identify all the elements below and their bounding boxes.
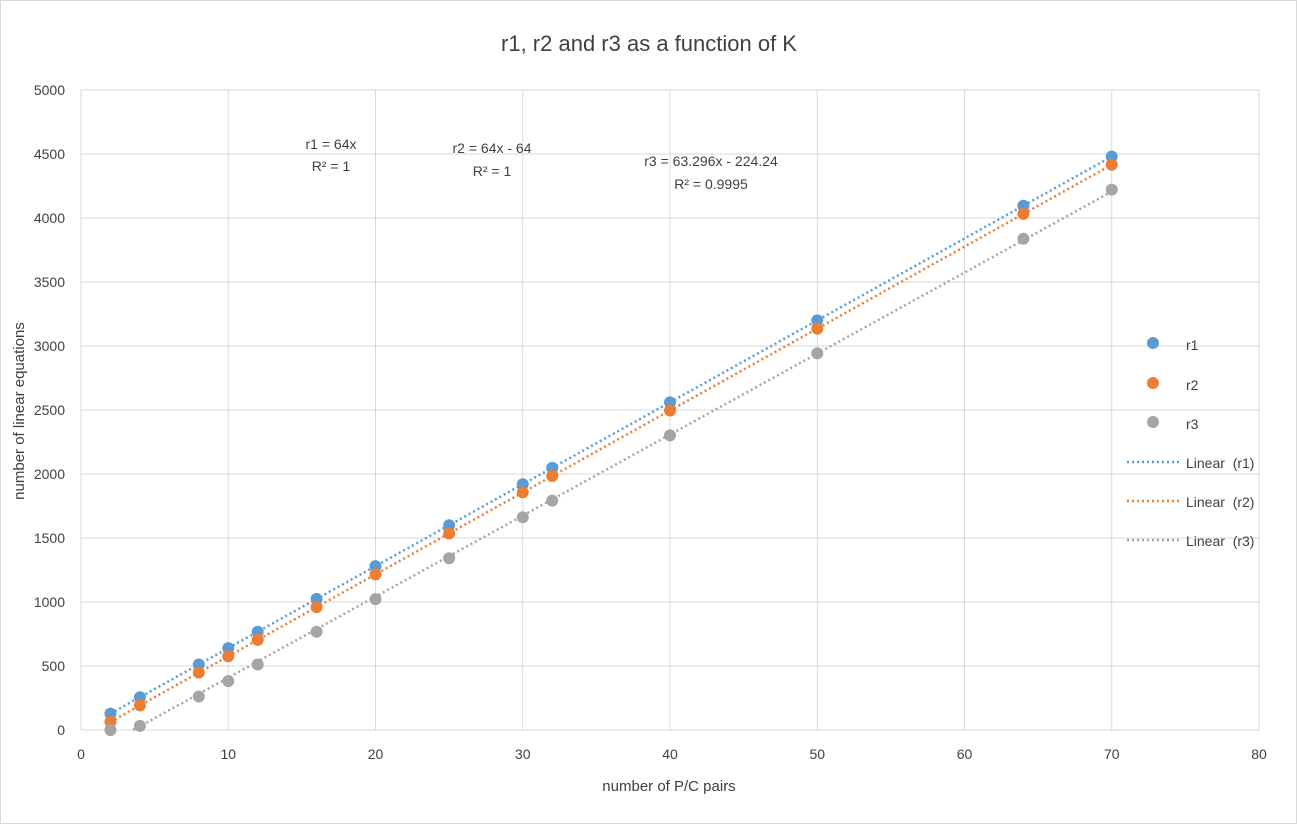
point-r2 [369,568,382,581]
point-r2 [443,527,456,540]
point-r2 [1105,158,1118,171]
trendline-label-r3: r3 = 63.296x - 224.24 R² = 0.9995 [644,153,778,192]
point-r3 [133,719,146,732]
point-r3 [251,658,264,671]
x-axis-title: number of P/C pairs [602,778,735,795]
point-r3 [192,690,205,703]
point-r2 [251,633,264,646]
legend-label-linear-r2: Linear (r2) [1186,494,1254,510]
legend-marker-r1 [1147,337,1159,349]
point-r3 [1105,183,1118,196]
legend-label-linear-r3: Linear (r3) [1186,533,1254,549]
trendline-r3 [132,190,1113,732]
point-r3 [664,429,676,442]
point-r2 [546,470,559,483]
y-tick-label: 1500 [34,530,65,546]
x-tick-label: 70 [1104,746,1120,762]
legend-marker-r3 [1147,416,1159,428]
chart-title: r1, r2 and r3 as a function of K [501,31,797,56]
trendline-r1 [109,155,1113,715]
point-r2 [133,699,146,712]
legend-label-r2: r2 [1186,377,1199,393]
y-tick-label: 4500 [34,146,65,162]
tick-labels: 0500100015002000250030003500400045005000… [34,82,1267,762]
point-r3 [516,511,529,524]
x-tick-label: 30 [515,746,531,762]
point-r3 [104,724,117,736]
point-r2 [516,486,529,499]
x-tick-label: 50 [809,746,825,762]
trendline-label-r1: r1 = 64x R² = 1 [306,136,357,174]
legend-marker-r2 [1147,377,1159,389]
point-r2 [1017,207,1030,220]
y-tick-label: 2500 [34,402,65,418]
point-r3 [310,625,323,638]
legend-label-r1: r1 [1186,337,1199,353]
legend-label-r3: r3 [1186,416,1199,432]
equation-r1: r1 = 64x [306,136,357,152]
y-axis-title: number of linear equations [11,322,28,500]
point-r2 [222,650,235,663]
point-r2 [310,601,323,614]
r-squared-r3: R² = 0.9995 [674,176,748,192]
x-tick-label: 60 [957,746,973,762]
x-tick-label: 0 [77,746,85,762]
y-tick-label: 3500 [34,274,65,290]
point-r2 [664,404,676,417]
y-tick-label: 2000 [34,466,65,482]
legend-label-linear-r1: Linear (r1) [1186,455,1254,471]
trendline-r2 [109,163,1113,723]
x-tick-label: 10 [220,746,236,762]
y-tick-label: 500 [42,658,66,674]
y-tick-label: 5000 [34,82,65,98]
point-r3 [443,552,456,565]
trendline-label-r2: r2 = 64x - 64 R² = 1 [453,140,532,179]
legend: r1 r2 r3 Linear (r1) Linear (r2) Linear … [1127,337,1254,549]
y-tick-label: 0 [57,722,65,738]
y-tick-label: 3000 [34,338,65,354]
point-r3 [1017,232,1030,245]
data-points [104,150,1118,736]
equation-r3: r3 = 63.296x - 224.24 [644,153,778,169]
x-tick-label: 40 [662,746,678,762]
r-squared-r1: R² = 1 [312,158,351,174]
point-r2 [811,322,824,335]
point-r3 [222,675,235,688]
y-tick-label: 4000 [34,210,65,226]
point-r3 [369,593,382,606]
point-r3 [546,494,559,507]
x-tick-label: 80 [1251,746,1267,762]
point-r3 [811,347,824,360]
trendlines [109,155,1113,732]
point-r2 [192,666,205,679]
r-squared-r2: R² = 1 [473,163,512,179]
y-tick-label: 1000 [34,594,65,610]
x-tick-label: 20 [368,746,384,762]
equation-r2: r2 = 64x - 64 [453,140,532,156]
